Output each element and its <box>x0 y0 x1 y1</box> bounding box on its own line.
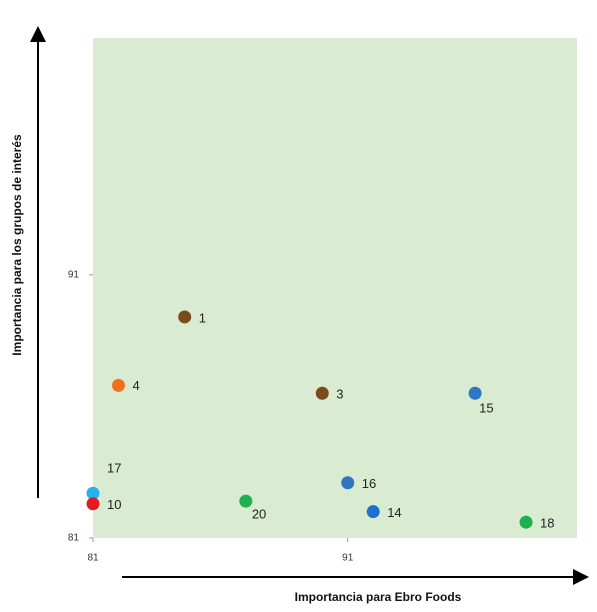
point <box>111 378 125 392</box>
point-label: 14 <box>387 505 401 520</box>
point <box>341 476 355 490</box>
point <box>178 310 192 324</box>
point <box>366 505 380 519</box>
point-label: 18 <box>540 516 554 531</box>
point-label: 4 <box>132 378 139 393</box>
y-axis-title: Importancia para los grupos de interés <box>10 134 24 356</box>
x-tick-label: 91 <box>342 553 354 564</box>
point <box>315 386 329 400</box>
point-label: 16 <box>362 476 376 491</box>
x-axis-title: Importancia para Ebro Foods <box>295 590 462 604</box>
point-label: 10 <box>107 497 121 512</box>
point-label: 15 <box>479 401 493 416</box>
y-tick-label: 91 <box>68 269 80 280</box>
point-label: 20 <box>252 507 266 522</box>
y-tick-label: 81 <box>68 533 80 544</box>
point-label: 17 <box>107 461 121 476</box>
point <box>86 497 100 511</box>
point-label: 3 <box>336 387 343 402</box>
plot-area <box>93 38 577 538</box>
point-label: 1 <box>199 310 206 325</box>
point <box>468 386 482 400</box>
point <box>519 515 533 529</box>
x-tick-label: 81 <box>87 553 99 564</box>
point <box>239 494 253 508</box>
point <box>86 486 100 500</box>
